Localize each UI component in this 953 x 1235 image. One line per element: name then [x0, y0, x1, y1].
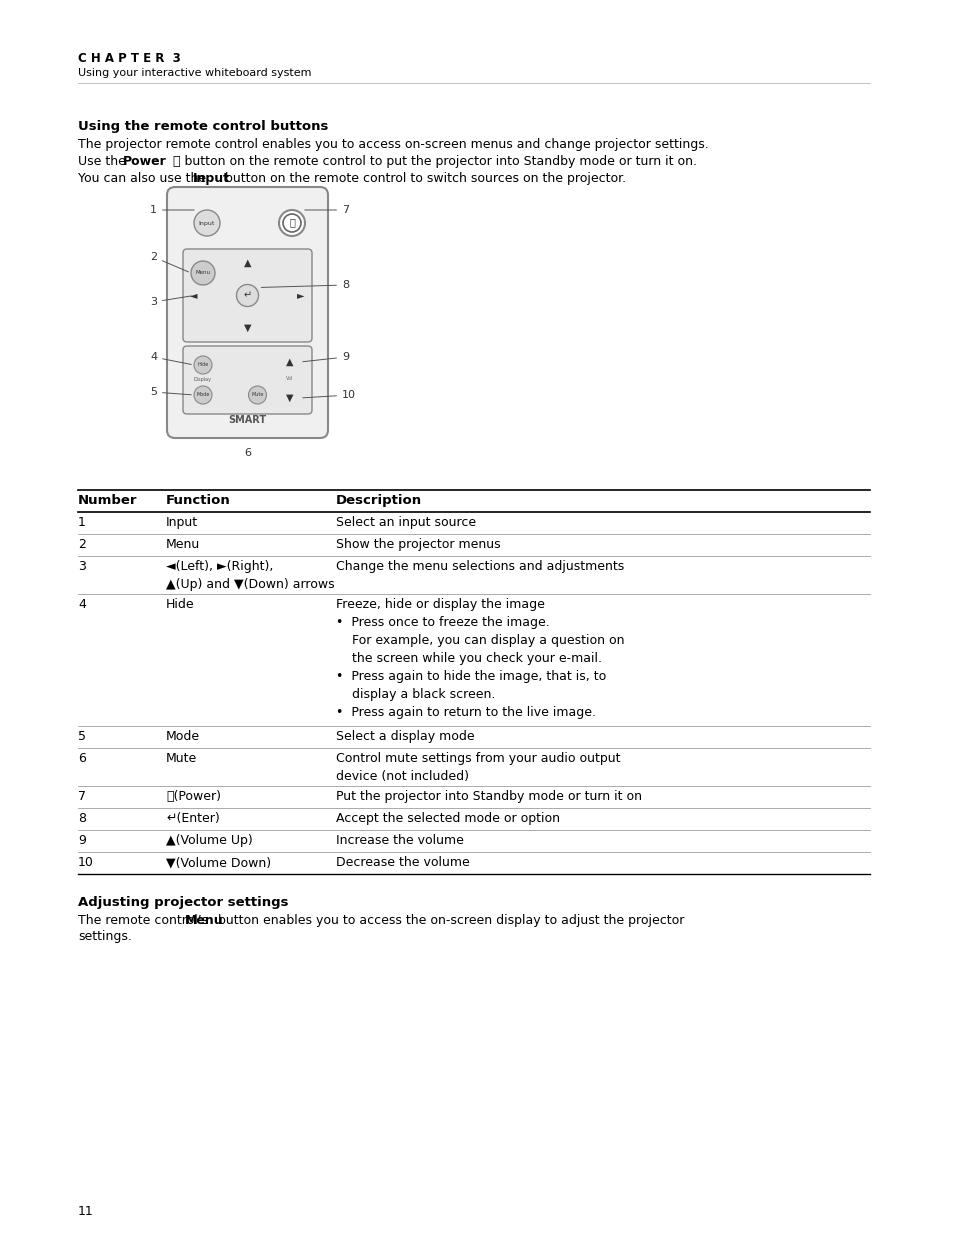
Text: 7: 7	[78, 790, 86, 803]
Text: button on the remote control to switch sources on the projector.: button on the remote control to switch s…	[221, 172, 625, 185]
Circle shape	[191, 261, 214, 285]
Text: Mute: Mute	[251, 393, 263, 398]
Text: Number: Number	[78, 494, 137, 508]
Circle shape	[248, 387, 266, 404]
Text: 5: 5	[150, 387, 191, 396]
Text: Control mute settings from your audio output
device (not included): Control mute settings from your audio ou…	[335, 752, 619, 783]
Text: Input: Input	[166, 516, 198, 529]
Circle shape	[236, 284, 258, 306]
Text: ▲: ▲	[286, 357, 294, 367]
Text: Change the menu selections and adjustments: Change the menu selections and adjustmen…	[335, 559, 623, 573]
Text: 8: 8	[78, 811, 86, 825]
Text: ▲(Volume Up): ▲(Volume Up)	[166, 834, 253, 847]
Text: 10: 10	[78, 856, 93, 869]
Text: Description: Description	[335, 494, 421, 508]
Text: The remote control’s: The remote control’s	[78, 914, 212, 927]
FancyBboxPatch shape	[167, 186, 328, 438]
Text: ⏻: ⏻	[289, 217, 294, 227]
FancyBboxPatch shape	[183, 249, 312, 342]
FancyBboxPatch shape	[183, 346, 312, 414]
Text: Decrease the volume: Decrease the volume	[335, 856, 469, 869]
Text: ▼: ▼	[244, 324, 251, 333]
Text: ▲: ▲	[244, 258, 251, 268]
Text: Vol: Vol	[286, 375, 294, 380]
Text: 3: 3	[150, 296, 191, 308]
Text: button enables you to access the on-screen display to adjust the projector: button enables you to access the on-scre…	[213, 914, 683, 927]
Text: ↵: ↵	[243, 290, 252, 300]
Text: Select an input source: Select an input source	[335, 516, 476, 529]
Text: ◄: ◄	[190, 290, 197, 300]
Text: Use the: Use the	[78, 156, 130, 168]
Text: ◄(Left), ►(Right),
▲(Up) and ▼(Down) arrows: ◄(Left), ►(Right), ▲(Up) and ▼(Down) arr…	[166, 559, 335, 592]
Text: 4: 4	[78, 598, 86, 611]
Circle shape	[278, 210, 305, 236]
Text: 10: 10	[302, 390, 355, 400]
Text: Freeze, hide or display the image
•  Press once to freeze the image.
    For exa: Freeze, hide or display the image • Pres…	[335, 598, 624, 719]
Text: ▼(Volume Down): ▼(Volume Down)	[166, 856, 271, 869]
Text: ↵(Enter): ↵(Enter)	[166, 811, 219, 825]
Text: Input: Input	[198, 221, 215, 226]
Text: 8: 8	[261, 280, 349, 290]
Text: Adjusting projector settings: Adjusting projector settings	[78, 897, 288, 909]
Text: ►: ►	[297, 290, 304, 300]
Text: Increase the volume: Increase the volume	[335, 834, 463, 847]
Text: ⏻(Power): ⏻(Power)	[166, 790, 221, 803]
Text: Using your interactive whiteboard system: Using your interactive whiteboard system	[78, 68, 312, 78]
Text: C H A P T E R  3: C H A P T E R 3	[78, 52, 180, 65]
Text: Menu: Menu	[185, 914, 223, 927]
Text: Put the projector into Standby mode or turn it on: Put the projector into Standby mode or t…	[335, 790, 641, 803]
Text: 7: 7	[304, 205, 349, 215]
Text: 1: 1	[78, 516, 86, 529]
Text: 4: 4	[150, 352, 192, 364]
Text: Mode: Mode	[196, 393, 210, 398]
Text: Select a display mode: Select a display mode	[335, 730, 475, 743]
Text: Hide: Hide	[166, 598, 194, 611]
Text: 3: 3	[78, 559, 86, 573]
Text: Show the projector menus: Show the projector menus	[335, 538, 500, 551]
Text: Mode: Mode	[166, 730, 200, 743]
Text: Hide: Hide	[197, 363, 209, 368]
Text: The projector remote control enables you to access on-screen menus and change pr: The projector remote control enables you…	[78, 138, 708, 151]
Text: Menu: Menu	[195, 270, 211, 275]
Text: 11: 11	[78, 1205, 93, 1218]
Text: Using the remote control buttons: Using the remote control buttons	[78, 120, 328, 133]
Text: 2: 2	[150, 252, 189, 272]
Circle shape	[193, 356, 212, 374]
Text: Display: Display	[193, 377, 212, 382]
Circle shape	[193, 387, 212, 404]
Text: ⏻ button on the remote control to put the projector into Standby mode or turn it: ⏻ button on the remote control to put th…	[169, 156, 697, 168]
Text: 2: 2	[78, 538, 86, 551]
Text: 9: 9	[78, 834, 86, 847]
Text: Power: Power	[123, 156, 167, 168]
Text: 6: 6	[78, 752, 86, 764]
Text: 5: 5	[78, 730, 86, 743]
Text: Mute: Mute	[166, 752, 197, 764]
Text: Accept the selected mode or option: Accept the selected mode or option	[335, 811, 559, 825]
Text: SMART: SMART	[228, 415, 266, 425]
Text: You can also use the: You can also use the	[78, 172, 210, 185]
Text: 9: 9	[302, 352, 349, 362]
Circle shape	[193, 210, 220, 236]
Text: Input: Input	[193, 172, 230, 185]
Text: ▼: ▼	[286, 393, 294, 403]
Text: 6: 6	[244, 448, 251, 458]
Text: settings.: settings.	[78, 930, 132, 944]
Text: Function: Function	[166, 494, 231, 508]
Text: 1: 1	[150, 205, 194, 215]
Text: Menu: Menu	[166, 538, 200, 551]
